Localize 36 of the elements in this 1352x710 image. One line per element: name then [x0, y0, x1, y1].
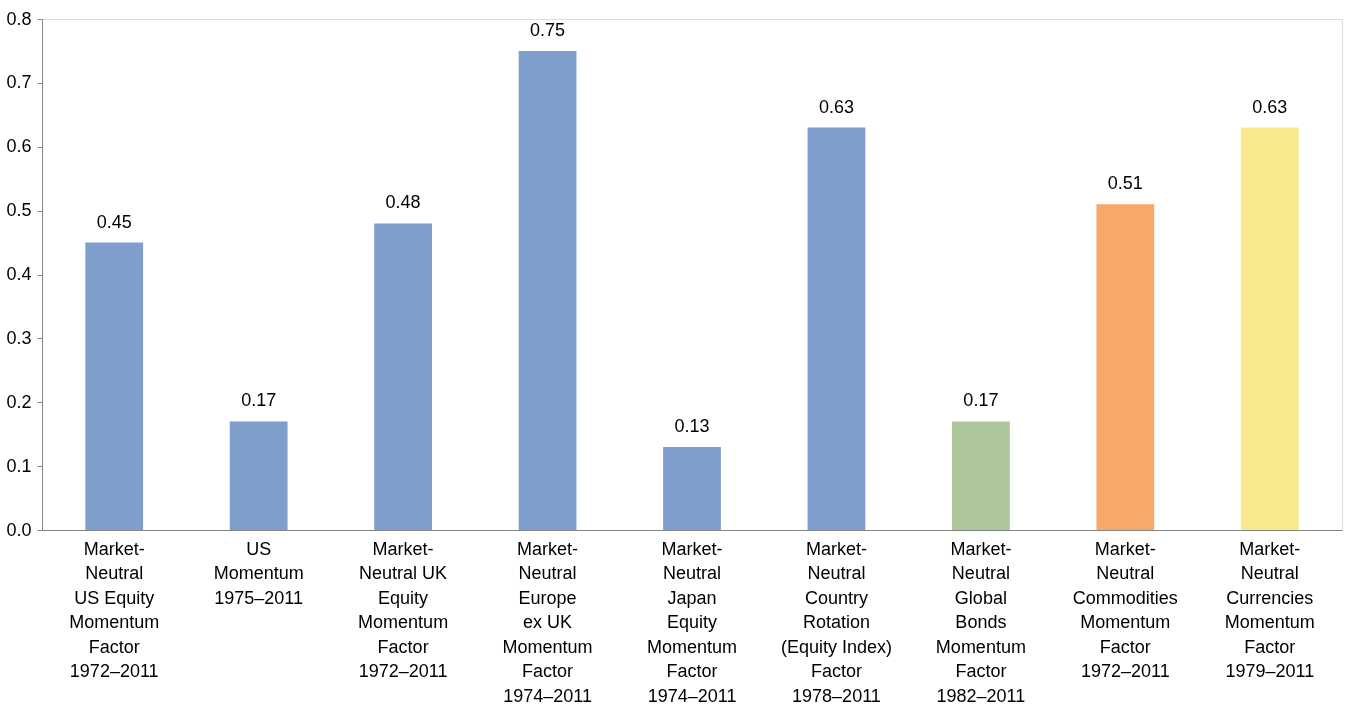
- data-label: 0.13: [674, 415, 710, 436]
- x-tick-label: Market- Neutral Currencies Momentum Factor 1979–2011: [1224, 538, 1315, 681]
- y-tick-label: 0.4: [6, 264, 32, 284]
- bar: [952, 421, 1010, 530]
- bar: [663, 446, 721, 530]
- x-tick-label: US Momentum 1975–2011: [213, 538, 304, 608]
- y-tick-label: 0.1: [6, 455, 32, 476]
- x-tick-label: Market- Neutral Europe ex UK Momentum Factor 1974–2011: [502, 538, 593, 706]
- data-label: 0.17: [963, 390, 999, 411]
- bar: [1096, 204, 1155, 530]
- bar: [374, 223, 432, 530]
- x-tick-label: Market- Neutral Country Rotation (Equity Index) Factor 1978–2011: [780, 538, 892, 706]
- data-label: 0.63: [1252, 96, 1288, 117]
- data-label: 0.48: [385, 192, 421, 213]
- data-label: 0.51: [1107, 173, 1143, 194]
- y-tick-label: 0.6: [6, 136, 32, 157]
- data-label: 0.17: [241, 390, 277, 411]
- y-tick-label: 0.7: [6, 72, 32, 93]
- bar: [85, 242, 144, 530]
- y-tick-label: 0.5: [6, 200, 32, 221]
- x-tick-label: Market- Neutral Commodities Momentum Factor 1972–2011: [1072, 538, 1178, 681]
- x-tick-label: Market- Neutral Global Bonds Momentum Factor 1982–2011: [935, 538, 1026, 706]
- x-tick-label: Market- Neutral US Equity Momentum Factor 1972–2011: [69, 538, 160, 681]
- x-tick-label: Market- Neutral Japan Equity Momentum Factor 1974–2011: [646, 538, 738, 706]
- y-tick-label: 0.2: [6, 391, 32, 412]
- y-tick-label: 0.0: [6, 519, 32, 540]
- y-tick-label: 0.3: [6, 327, 32, 348]
- data-label: 0.75: [530, 19, 566, 40]
- bar: [1240, 127, 1299, 530]
- y-tick-label: 0.8: [6, 8, 32, 29]
- data-label: 0.63: [818, 96, 854, 117]
- data-label: 0.45: [96, 211, 132, 232]
- bar: [518, 50, 577, 530]
- x-tick-label: Market- Neutral UK Equity Momentum Factor 1972–2011: [358, 538, 449, 681]
- bar: [807, 127, 866, 530]
- bar: [229, 421, 288, 530]
